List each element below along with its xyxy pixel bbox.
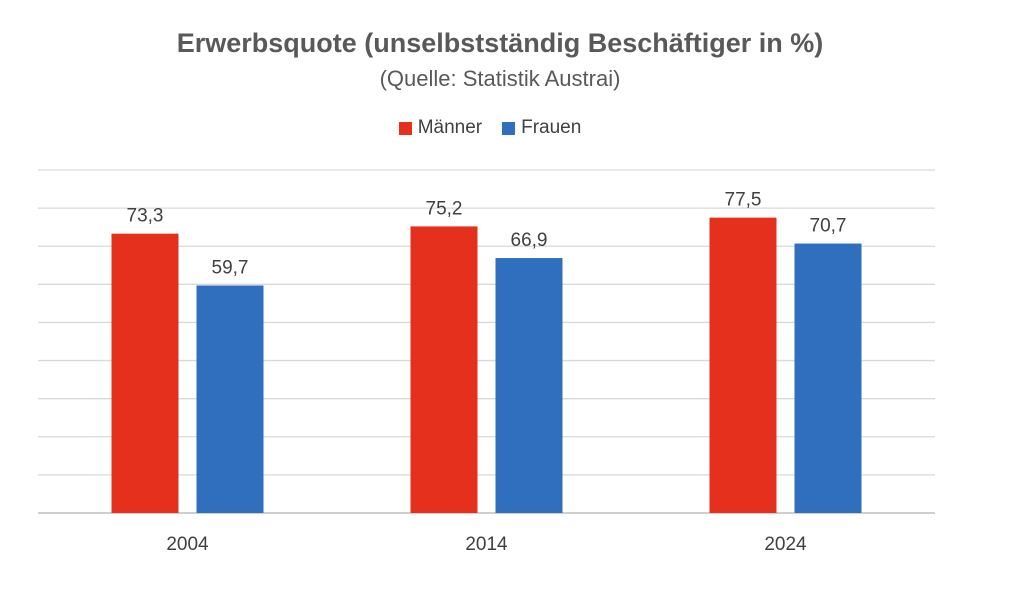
data-label: 77,5 xyxy=(725,190,762,211)
bar-maenner-2004 xyxy=(111,233,179,513)
bar-frauen-2014 xyxy=(495,258,563,513)
legend-label-frauen: Frauen xyxy=(521,117,582,138)
legend-swatch-maenner xyxy=(398,121,412,135)
data-label: 66,9 xyxy=(511,230,548,251)
bar-frauen-2024 xyxy=(794,243,862,513)
bar-maenner-2024 xyxy=(709,217,777,513)
chart-subtitle: (Quelle: Statistik Austrai) xyxy=(379,66,621,91)
bar-frauen-2004 xyxy=(196,285,264,513)
data-label: 59,7 xyxy=(212,257,249,278)
chart-legend: Männer Frauen xyxy=(0,117,980,139)
bar-maenner-2014 xyxy=(410,226,478,513)
legend-item-frauen: Frauen xyxy=(502,117,581,139)
x-tick-label: 2004 xyxy=(166,534,209,555)
data-label: 70,7 xyxy=(810,216,847,237)
x-tick-label: 2024 xyxy=(764,534,807,555)
data-label: 73,3 xyxy=(127,206,164,227)
legend-swatch-frauen xyxy=(502,121,516,135)
chart-title: Erwerbsquote (unselbstständig Beschäftig… xyxy=(176,28,824,58)
legend-item-maenner: Männer xyxy=(398,117,483,139)
x-tick-label: 2014 xyxy=(465,534,508,555)
data-label: 75,2 xyxy=(426,198,463,219)
legend-label-maenner: Männer xyxy=(417,117,483,138)
